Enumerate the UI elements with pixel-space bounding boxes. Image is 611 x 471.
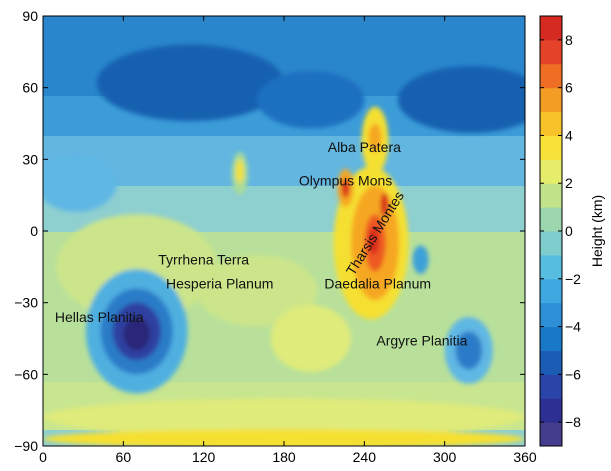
x-tick-label: 360: [513, 449, 537, 465]
colorbar-swatch: [540, 374, 562, 399]
colorbar-label: Height (km): [589, 195, 605, 267]
colorbar-tick-label: 0: [565, 223, 573, 239]
x-tick-label: 0: [39, 449, 47, 465]
map-axis-ticks: 0 60 120 180 240 300 360 −90 −60 −30 0 30 60 90: [14, 8, 537, 465]
north-band-3: [43, 136, 525, 186]
terra-sirenum: [270, 305, 351, 372]
argyre-planitia-label: Argyre Planitia: [376, 333, 467, 349]
colorbar-swatch: [540, 302, 562, 328]
colorbar-swatch: [540, 16, 562, 41]
colorbar-swatch: [540, 135, 562, 160]
colorbar-tick-label: −4: [565, 319, 581, 335]
elysium-peak: [235, 159, 244, 184]
colorbar-swatch: [540, 207, 562, 232]
hellas-planitia-label: Hellas Planitia: [55, 309, 144, 325]
colorbar-swatch: [540, 231, 562, 256]
colorbar-tick-label: 6: [565, 80, 573, 96]
southern-highlands-east: [196, 254, 318, 327]
y-tick-label: −30: [14, 295, 38, 311]
south-polar-cap: [43, 429, 525, 446]
colorbar: −8 −6 −4 −2 0 2 4 6 8 Height (km): [539, 15, 605, 447]
valles-blue-spot: [412, 245, 429, 274]
y-tick-label: 90: [22, 8, 38, 24]
hellas-core: [123, 317, 151, 351]
colorbar-tick-label: −8: [565, 414, 581, 430]
x-tick-label: 300: [433, 449, 457, 465]
x-tick-label: 180: [272, 449, 296, 465]
x-tick-label: 240: [353, 449, 377, 465]
argyre-inner: [455, 331, 483, 370]
northern-lowland-east: [397, 66, 525, 134]
y-tick-label: 30: [22, 151, 38, 167]
terrain-features: [43, 44, 525, 446]
colorbar-swatches: [540, 16, 562, 447]
tharsis-core: [368, 226, 380, 255]
alba-patera-label: Alba Patera: [328, 139, 401, 155]
colorbar-swatch: [540, 422, 562, 447]
alba-inner: [368, 123, 382, 153]
colorbar-tick-label: −6: [565, 366, 581, 382]
colorbar-swatch: [540, 350, 562, 375]
y-tick-label: 0: [30, 223, 38, 239]
arabia-terra: [43, 154, 117, 212]
colorbar-swatch: [540, 278, 562, 304]
arsia-mons: [380, 192, 389, 217]
colorbar-swatch: [540, 398, 562, 423]
colorbar-tick-label: 2: [565, 175, 573, 191]
x-tick-label: 60: [116, 449, 132, 465]
colorbar-tick-label: 8: [565, 32, 573, 48]
olympus-inner: [341, 178, 350, 198]
colorbar-tick-label: −2: [565, 271, 581, 287]
colorbar-swatch: [540, 326, 562, 351]
colorbar-tick-label: 4: [565, 127, 573, 143]
daedalia-planum-label: Daedalia Planum: [324, 275, 431, 291]
y-tick-label: −60: [14, 366, 38, 382]
colorbar-swatch: [540, 63, 562, 89]
colorbar-swatch: [540, 183, 562, 208]
hesperia-planum-label: Hesperia Planum: [166, 275, 273, 291]
colorbar-swatch: [540, 111, 562, 136]
x-tick-label: 120: [192, 449, 216, 465]
northern-lowland-mid: [257, 70, 365, 129]
y-tick-label: −90: [14, 438, 38, 454]
colorbar-swatch: [540, 87, 562, 113]
colorbar-swatch: [540, 39, 562, 65]
map-panel: 0 60 120 180 240 300 360 −90 −60 −30 0 30 60 90 Alba …: [14, 8, 537, 465]
northern-lowland-deep: [96, 44, 285, 122]
colorbar-swatch: [540, 159, 562, 184]
colorbar-ticks: −8 −6 −4 −2 0 2 4 6 8: [540, 32, 581, 430]
y-tick-label: 60: [22, 80, 38, 96]
olympus-mons-label: Olympus Mons: [299, 173, 392, 189]
tyrrhena-terra-label: Tyrrhena Terra: [158, 251, 249, 267]
southern-highlands-west: [56, 214, 218, 320]
south-polar-highland: [43, 398, 525, 437]
colorbar-swatch: [540, 254, 562, 280]
